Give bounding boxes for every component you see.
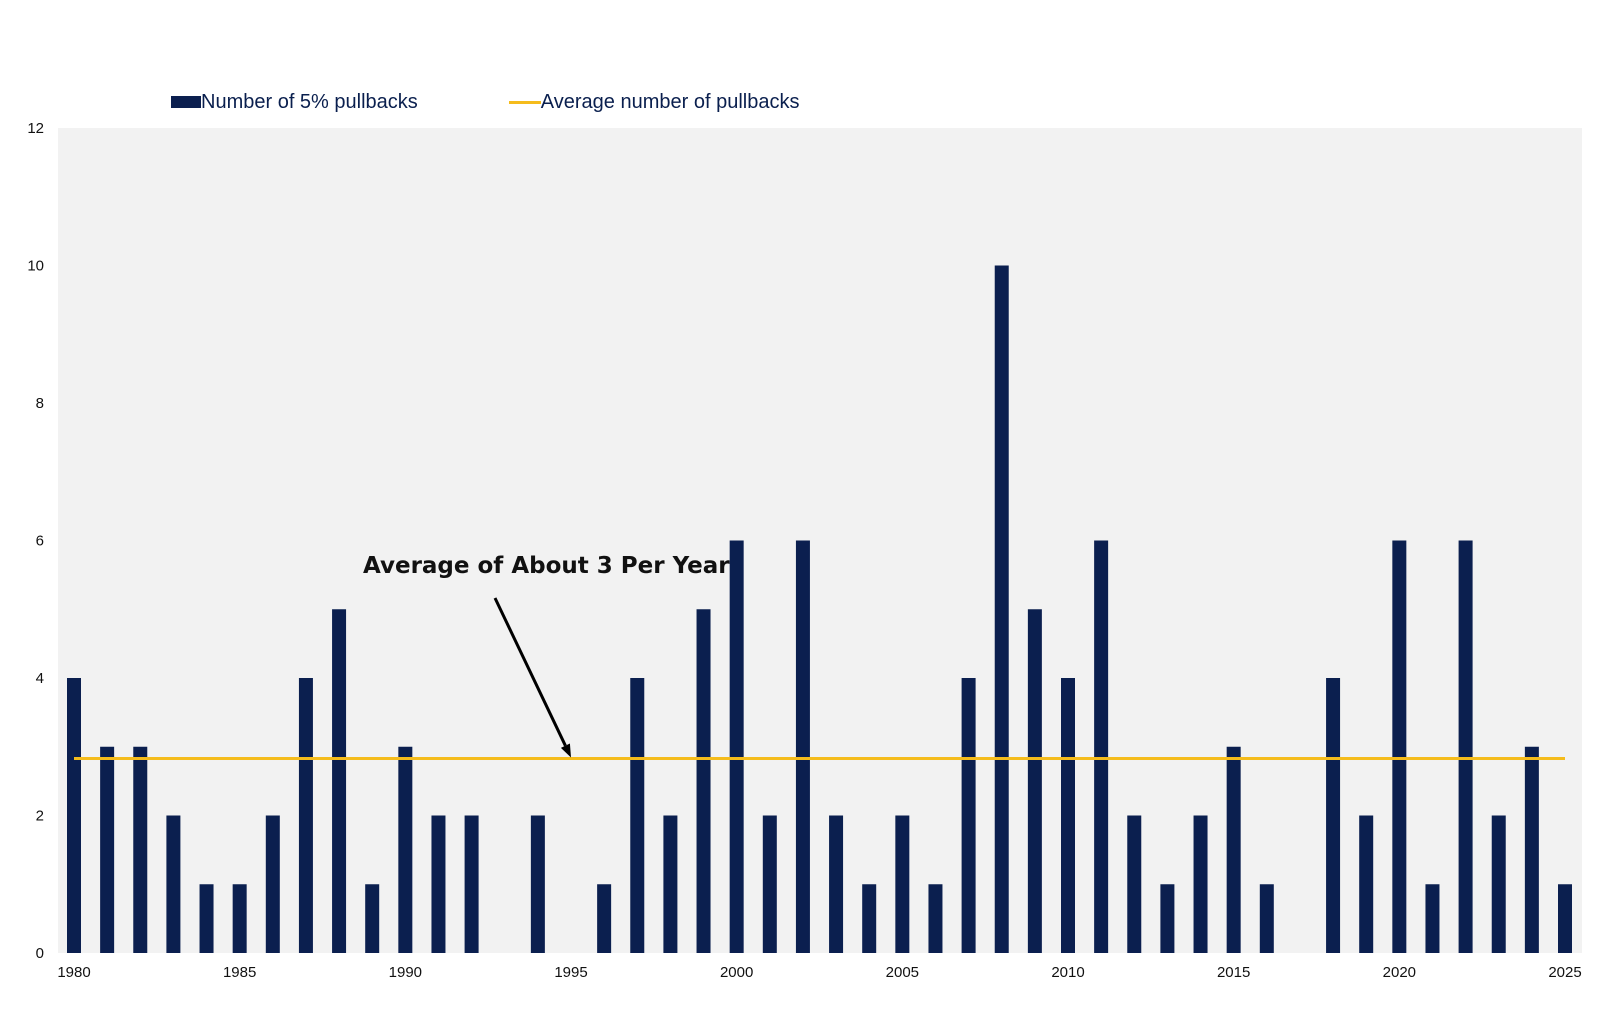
bar-2025 [1558, 884, 1572, 953]
bar-1987 [298, 678, 313, 953]
y-tick-label: 4 [36, 670, 44, 687]
y-tick-label: 12 [27, 120, 44, 137]
bar-1989 [365, 884, 380, 953]
bar-2000 [729, 540, 744, 953]
average-annotation: Average of About 3 Per Year [363, 553, 730, 579]
legend-bar-label: Number of 5% pullbacks [201, 90, 418, 113]
bar-1985 [232, 884, 247, 953]
bar-2009 [1027, 609, 1042, 953]
bar-1991 [431, 815, 446, 953]
bar-2001 [762, 815, 777, 953]
x-tick-label: 2000 [720, 964, 753, 981]
bar-2012 [1127, 815, 1142, 953]
bar-1984 [199, 884, 214, 953]
y-axis-ticks: 0 2 4 6 8 10 12 [27, 120, 44, 962]
arrow-shaft [493, 597, 567, 747]
bar-1999 [696, 609, 711, 953]
bar-2022 [1458, 540, 1473, 953]
bar-2015 [1226, 746, 1241, 953]
x-tick-label: 1995 [554, 964, 587, 981]
bar-2004 [862, 884, 877, 953]
bar-2019 [1359, 815, 1374, 953]
y-tick-label: 6 [36, 533, 44, 550]
bar-2023 [1491, 815, 1506, 953]
y-tick-label: 2 [36, 808, 44, 825]
bar-1997 [630, 678, 645, 953]
bar-2018 [1326, 678, 1341, 953]
bar-1996 [597, 884, 612, 953]
bar-1998 [663, 815, 678, 953]
bar-1983 [166, 815, 181, 953]
bar-1981 [100, 746, 115, 953]
bar-2021 [1425, 884, 1440, 953]
bar-2006 [928, 884, 943, 953]
bar-2020 [1392, 540, 1407, 953]
y-tick-label: 8 [36, 395, 44, 412]
bar-2013 [1160, 884, 1175, 953]
x-tick-label: 1990 [389, 964, 422, 981]
bar-1980 [67, 678, 81, 953]
legend-line-label: Average number of pullbacks [540, 90, 800, 113]
bar-2003 [829, 815, 844, 953]
chart-legend: Number of 5% pullbacks Average number of… [171, 90, 890, 114]
legend-item-average: Average number of pullbacks [508, 90, 800, 114]
bar-1988 [332, 609, 347, 953]
x-axis-ticks: 1980 1985 1990 1995 2000 2005 2010 2015 2020 2025 [57, 964, 1581, 981]
x-tick-label: 2010 [1051, 964, 1084, 981]
plot-area [58, 128, 1582, 953]
bar-2024 [1524, 746, 1539, 953]
bar-2002 [795, 540, 810, 953]
annotation-arrow [493, 597, 571, 758]
x-tick-label: 2005 [886, 964, 919, 981]
bar-2010 [1061, 678, 1075, 953]
bar-1994 [530, 815, 545, 953]
bar-1992 [464, 815, 479, 953]
bar-1986 [265, 815, 280, 953]
y-tick-label: 0 [36, 945, 44, 962]
legend-line-swatch [508, 100, 541, 104]
bar-2008 [994, 265, 1009, 953]
arrow-head [560, 743, 571, 758]
bar-2016 [1259, 884, 1274, 953]
bars-group [67, 265, 1572, 953]
x-tick-label: 2025 [1548, 964, 1581, 981]
y-tick-label: 10 [27, 258, 44, 275]
bar-1982 [133, 746, 148, 953]
legend-item-bars: Number of 5% pullbacks [171, 91, 418, 114]
bar-1990 [398, 746, 413, 953]
x-tick-label: 2015 [1217, 964, 1250, 981]
legend-bar-swatch [171, 96, 201, 108]
bar-2011 [1094, 540, 1109, 953]
x-tick-label: 1980 [57, 964, 90, 981]
bar-2014 [1193, 815, 1208, 953]
bar-2007 [961, 678, 976, 953]
bar-2005 [895, 815, 910, 953]
x-tick-label: 2020 [1383, 964, 1416, 981]
x-tick-label: 1985 [223, 964, 256, 981]
